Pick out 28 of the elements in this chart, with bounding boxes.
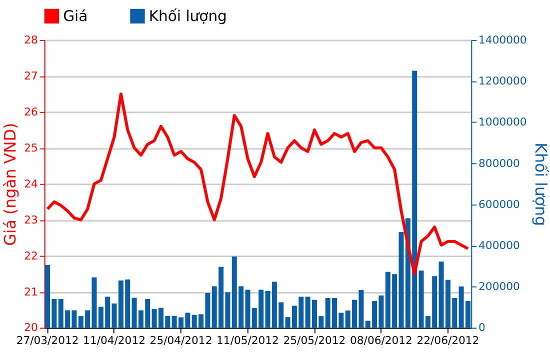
y2-tick-label: 1000000: [478, 116, 527, 129]
y-axis-title: Giá (ngàn VND): [0, 122, 20, 246]
legend-label: Giá: [63, 8, 88, 26]
legend-label: Khối lượng: [148, 8, 227, 26]
y2-tick-label: 600000: [478, 198, 520, 211]
y-tick-label: 23: [24, 213, 38, 226]
x-tick-label: 11/04/2012: [83, 334, 146, 348]
y-tick-label: 28: [24, 33, 38, 46]
x-tick-label: 11/05/2012: [216, 334, 279, 348]
y2-tick-label: 400000: [478, 238, 520, 252]
y2-tick-label: 200000: [478, 280, 520, 294]
x-tick-label: 27/03/2012: [16, 334, 79, 348]
y-tick-label: 27: [24, 69, 38, 82]
y2-tick-label: 1200000: [478, 74, 527, 88]
y2-axis-title: Khối lượng: [532, 142, 550, 226]
y2-tick-label: 1400000: [478, 33, 527, 46]
y-tick-label: 22: [24, 249, 38, 262]
x-tick-label: 25/04/2012: [150, 334, 212, 348]
y-tick-label: 25: [24, 141, 38, 154]
y-tick-label: 24: [24, 177, 38, 190]
y-tick-label: 26: [24, 105, 38, 118]
y-tick-label: 20: [24, 321, 38, 334]
y2-tick-label: 800000: [478, 156, 520, 170]
x-tick-label: 08/06/2012: [350, 334, 412, 348]
x-tick-label: 25/05/2012: [283, 334, 346, 348]
y2-tick-label: 0: [478, 321, 486, 334]
y-tick-label: 21: [24, 285, 38, 298]
x-tick-label: 22/06/2012: [416, 334, 480, 348]
